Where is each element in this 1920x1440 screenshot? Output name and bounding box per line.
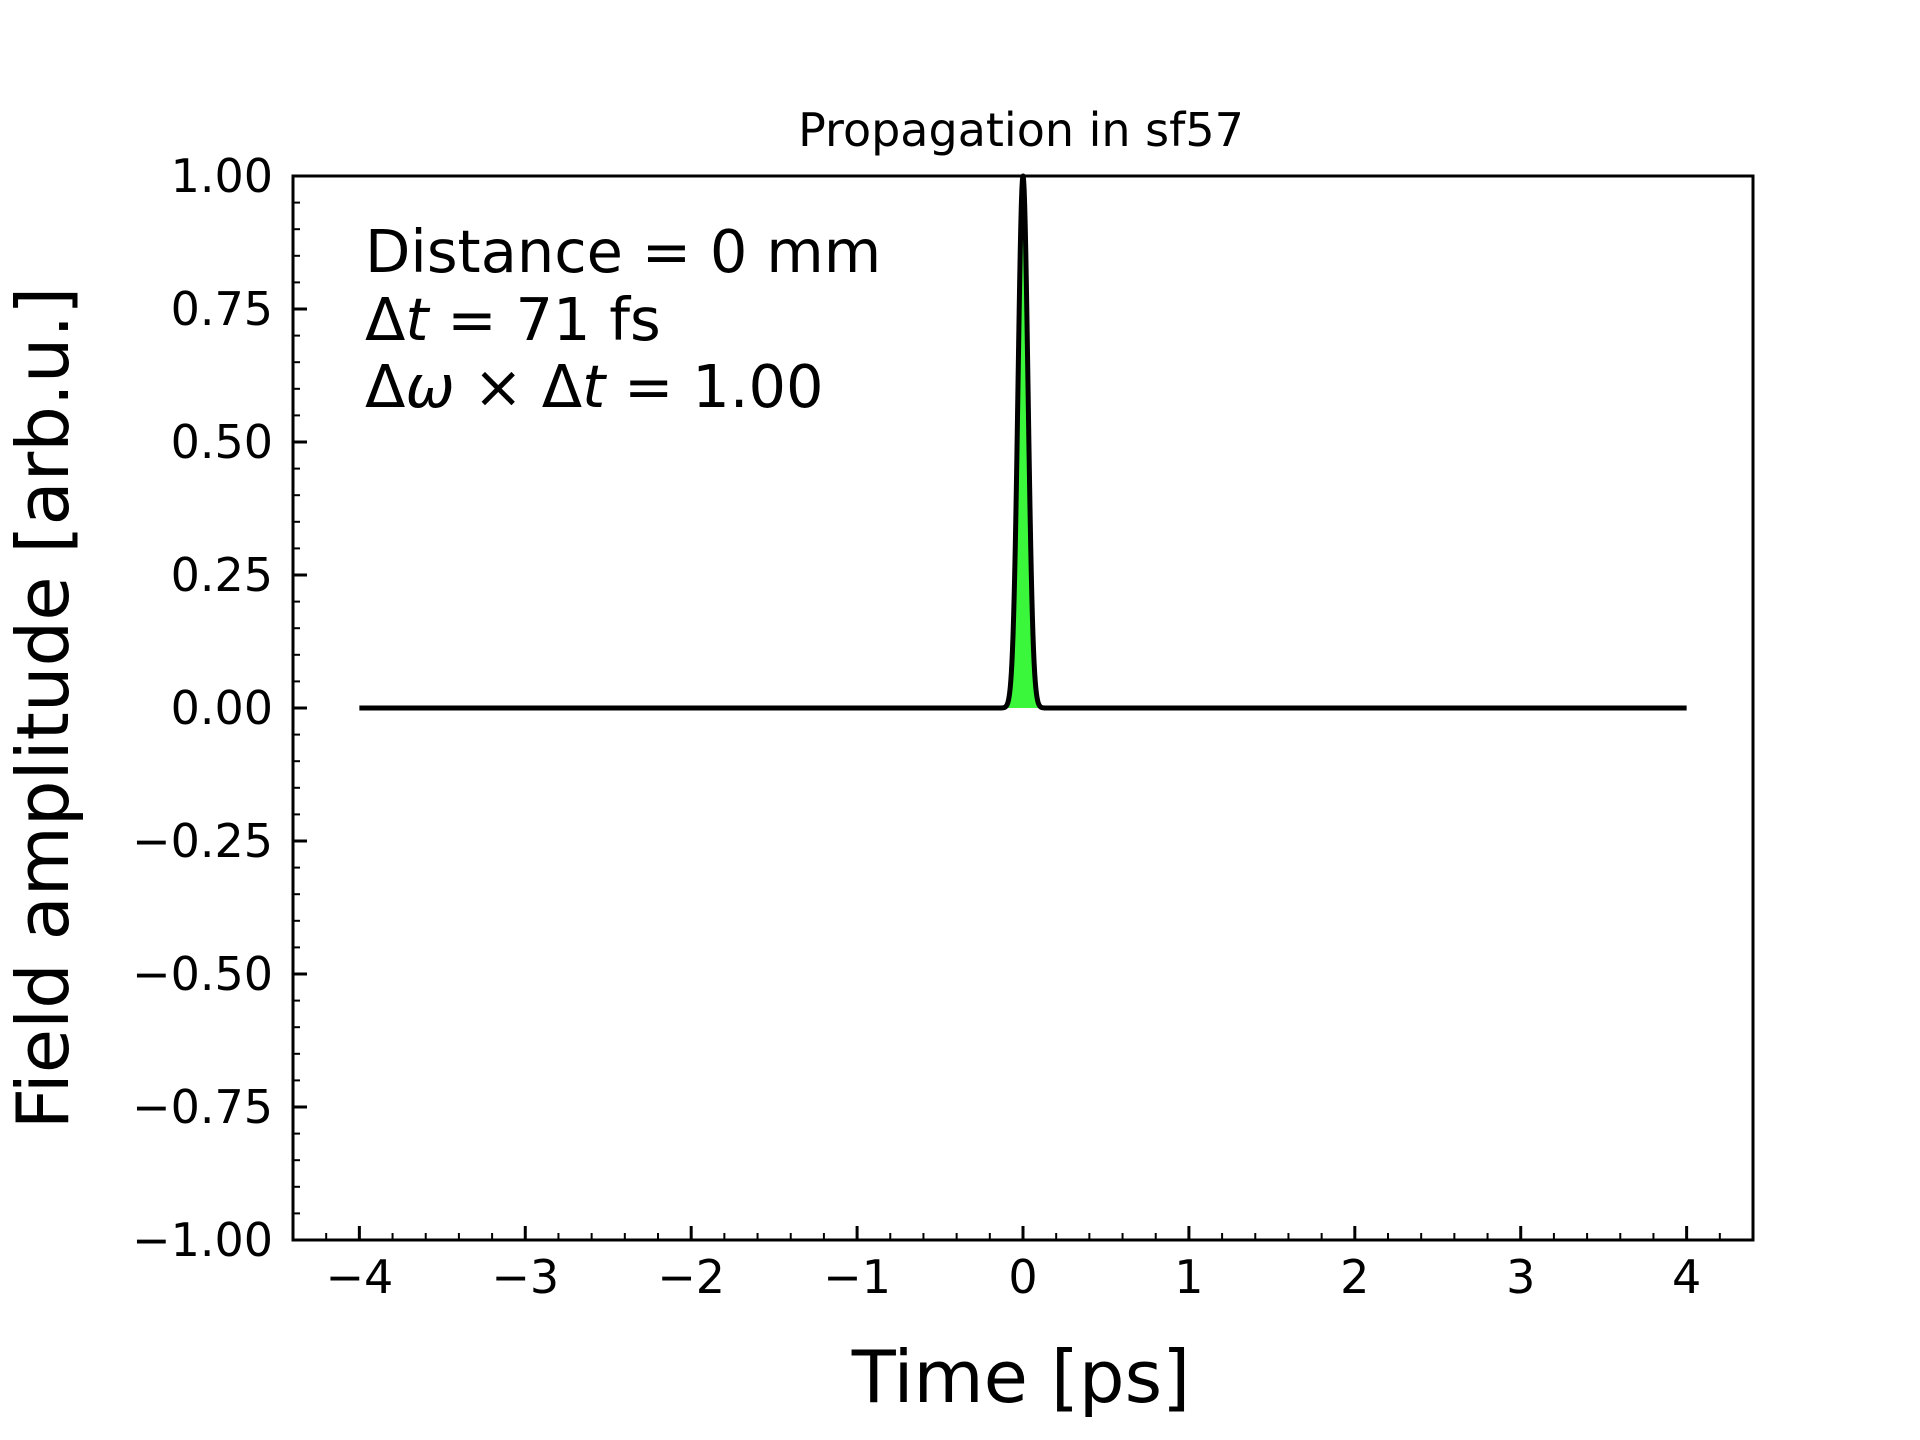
- annotation-time-bandwidth: Δω × Δt = 1.00: [365, 352, 824, 421]
- x-tick-label: −2: [657, 1250, 725, 1304]
- y-tick-label: 0.25: [171, 548, 273, 602]
- x-tick-label: −1: [823, 1250, 891, 1304]
- x-tick-label: −3: [491, 1250, 559, 1304]
- annotation-block: Distance = 0 mm Δt = 71 fs Δω × Δt = 1.0…: [365, 217, 881, 421]
- annotation-distance: Distance = 0 mm: [365, 217, 881, 286]
- x-tick-label: 1: [1174, 1250, 1203, 1304]
- y-tick-label: −0.50: [132, 947, 273, 1001]
- fill-layer: [359, 176, 1687, 708]
- x-axis: −4 −3 −2 −1 0 1 2 3 4: [325, 1226, 1721, 1304]
- x-tick-label: 0: [1008, 1250, 1037, 1304]
- annotation-pulse-duration: Δt = 71 fs: [365, 285, 661, 354]
- y-axis-label: Field amplitude [arb.u.]: [1, 287, 85, 1130]
- y-tick-label: 1.00: [171, 149, 273, 203]
- y-tick-label: −1.00: [132, 1213, 273, 1267]
- y-tick-label: 0.00: [171, 681, 273, 735]
- y-tick-label: 0.75: [171, 282, 273, 336]
- x-tick-label: 2: [1340, 1250, 1369, 1304]
- x-tick-label: 4: [1672, 1250, 1701, 1304]
- y-tick-label: 0.50: [171, 415, 273, 469]
- y-tick-label: −0.25: [132, 814, 273, 868]
- x-tick-label: 3: [1506, 1250, 1535, 1304]
- pulse-fill: [359, 176, 1687, 708]
- y-tick-label: −0.75: [132, 1080, 273, 1134]
- y-axis: −1.00 −0.75 −0.50 −0.25 0.00 0.25 0.50 0.75 1.00: [132, 149, 307, 1267]
- chart-title: Propagation in sf57: [798, 103, 1244, 157]
- x-tick-label: −4: [325, 1250, 393, 1304]
- x-axis-label: Time [ps]: [851, 1335, 1190, 1419]
